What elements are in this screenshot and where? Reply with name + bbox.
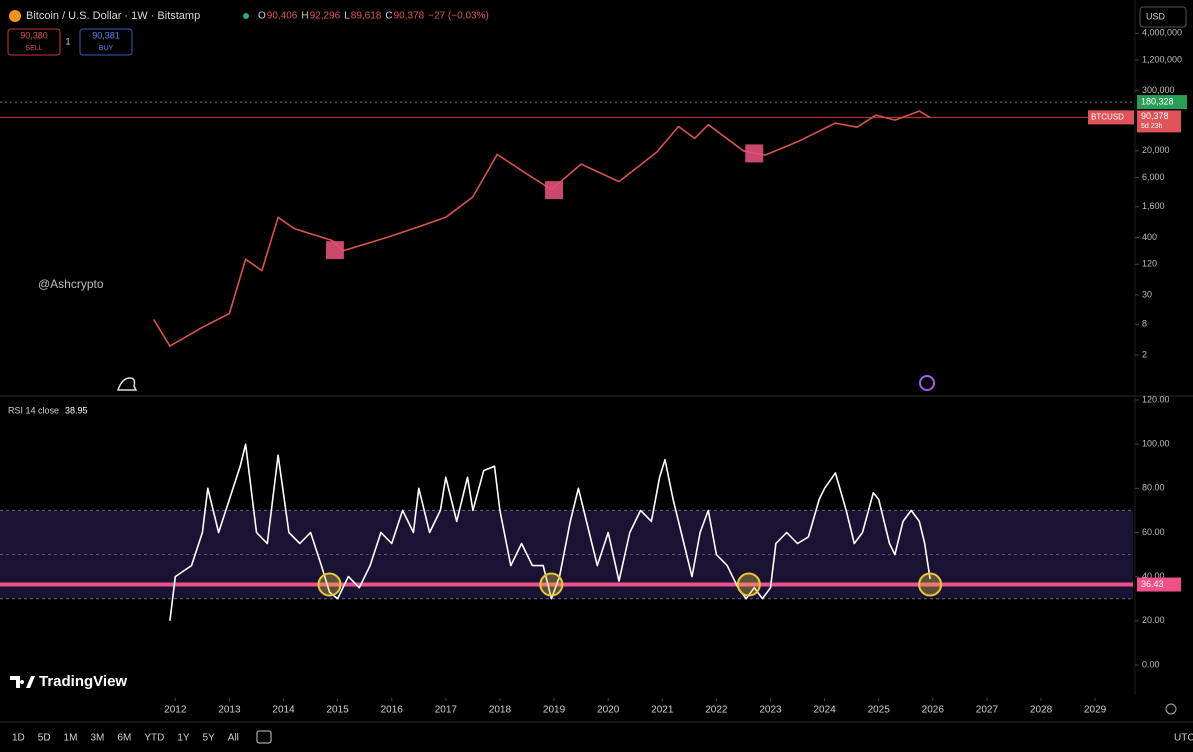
ohlc-value: 90,378 bbox=[394, 11, 425, 22]
x-tick-label: 2026 bbox=[922, 705, 945, 716]
countdown-label: 5d 23h bbox=[1141, 123, 1163, 130]
range-button[interactable]: 5Y bbox=[203, 733, 216, 744]
buy-button[interactable] bbox=[79, 28, 133, 56]
indicator-title: RSI 14 close bbox=[8, 405, 59, 415]
last-price-label: 90,378 bbox=[1141, 111, 1169, 121]
y-tick-label: 20.00 bbox=[1142, 615, 1165, 625]
x-tick-label: 2025 bbox=[868, 705, 891, 716]
logo-icon bbox=[10, 676, 35, 688]
y-tick-label: 80.00 bbox=[1142, 483, 1165, 493]
y-tick-label: 4,000,000 bbox=[1142, 28, 1182, 38]
range-button[interactable]: All bbox=[228, 733, 239, 744]
x-tick-label: 2023 bbox=[759, 705, 782, 716]
ohlc-key: O bbox=[258, 11, 266, 22]
y-tick-label: 120.00 bbox=[1142, 394, 1170, 404]
x-tick-label: 2019 bbox=[543, 705, 566, 716]
last-price-box bbox=[1137, 110, 1181, 133]
ohlc-key: C bbox=[385, 11, 392, 22]
support-label: 36.43 bbox=[1141, 579, 1164, 589]
symbol-label: BTCUSD bbox=[1091, 112, 1124, 121]
x-tick-label: 2029 bbox=[1084, 705, 1107, 716]
range-button[interactable]: 1D bbox=[12, 733, 25, 744]
x-tick-label: 2022 bbox=[705, 705, 728, 716]
x-tick-label: 2028 bbox=[1030, 705, 1053, 716]
y-tick-label: 1,600 bbox=[1142, 201, 1165, 211]
ohlc-value: 90,406 bbox=[267, 11, 298, 22]
x-tick-label: 2016 bbox=[381, 705, 404, 716]
y-tick-label: 6,000 bbox=[1142, 172, 1165, 182]
support-label-box bbox=[1137, 577, 1181, 592]
price-change: −27 (−0.03%) bbox=[428, 11, 489, 22]
indicator-value: 38.95 bbox=[65, 405, 88, 415]
y-tick-label: 30 bbox=[1142, 289, 1152, 299]
market-status bbox=[243, 13, 249, 19]
high-label-box bbox=[1137, 95, 1187, 110]
buy-price: 90,381 bbox=[92, 30, 120, 40]
range-button[interactable]: 6M bbox=[117, 733, 131, 744]
dino-icon bbox=[116, 377, 138, 391]
event-icon bbox=[919, 375, 935, 391]
logo: TradingView bbox=[39, 673, 127, 690]
ohlc-key: H bbox=[301, 11, 308, 22]
x-tick-label: 2012 bbox=[164, 705, 187, 716]
sell-button[interactable] bbox=[7, 28, 61, 56]
highlight-circle bbox=[317, 572, 342, 597]
y-tick-label: 1,200,000 bbox=[1142, 54, 1182, 64]
marker bbox=[745, 144, 764, 163]
y-tick-label: 8 bbox=[1142, 319, 1147, 329]
watermark: @Ashcrypto bbox=[38, 277, 104, 291]
x-tick-label: 2024 bbox=[813, 705, 836, 716]
settings-icon[interactable] bbox=[1165, 703, 1177, 715]
bitcoin-icon bbox=[9, 10, 21, 22]
marker bbox=[545, 181, 564, 200]
range-button[interactable]: 5D bbox=[38, 733, 51, 744]
sell-price: 90,380 bbox=[20, 30, 48, 40]
x-tick-label: 2018 bbox=[489, 705, 512, 716]
x-tick-label: 2017 bbox=[435, 705, 458, 716]
symbol-box bbox=[1088, 110, 1134, 125]
symbol-title: Bitcoin / U.S. Dollar · 1W · Bitstamp bbox=[26, 10, 200, 22]
range-button[interactable]: 1M bbox=[64, 733, 78, 744]
date-range-icon[interactable] bbox=[256, 730, 272, 744]
x-tick-label: 2015 bbox=[327, 705, 350, 716]
y-tick-label: 0.00 bbox=[1142, 659, 1160, 669]
marker bbox=[325, 241, 344, 260]
y-tick-label: 400 bbox=[1142, 232, 1157, 242]
highlight-circle bbox=[539, 572, 564, 597]
x-tick-label: 2021 bbox=[651, 705, 674, 716]
sell-label: SELL bbox=[25, 45, 42, 52]
currency: USD bbox=[1146, 11, 1166, 21]
timezone[interactable]: UTC bbox=[1174, 733, 1193, 744]
x-tick-label: 2027 bbox=[976, 705, 999, 716]
chart-layer: O 90,406 H 92,296 L 89,618 C 90,378 −27 (−0.03%)… bbox=[0, 11, 1193, 744]
high-label: 180,328 bbox=[1141, 96, 1174, 106]
x-tick-label: 2013 bbox=[218, 705, 241, 716]
spread: 1 bbox=[65, 36, 70, 46]
range-button[interactable]: YTD bbox=[144, 733, 164, 744]
y-tick-label: 100.00 bbox=[1142, 439, 1170, 449]
series-line bbox=[169, 443, 931, 621]
ohlc-value: 89,618 bbox=[351, 11, 382, 22]
highlight-circle bbox=[736, 572, 761, 597]
y-tick-label: 2 bbox=[1142, 349, 1147, 359]
y-tick-label: 60.00 bbox=[1142, 527, 1165, 537]
y-tick-label: 20,000 bbox=[1142, 145, 1170, 155]
ohlc-key: L bbox=[344, 11, 350, 22]
x-tick-label: 2014 bbox=[272, 705, 295, 716]
buy-label: BUY bbox=[99, 45, 114, 52]
y-tick-label: 40.00 bbox=[1142, 571, 1165, 581]
range-button[interactable]: 1Y bbox=[177, 733, 190, 744]
range-button[interactable]: 3M bbox=[91, 733, 105, 744]
currency-box[interactable] bbox=[1139, 6, 1187, 28]
x-tick-label: 2020 bbox=[597, 705, 620, 716]
y-tick-label: 120 bbox=[1142, 259, 1157, 269]
y-tick-label: 300,000 bbox=[1142, 85, 1175, 95]
highlight-circle bbox=[918, 572, 943, 597]
series-line bbox=[153, 110, 931, 347]
ohlc-value: 92,296 bbox=[310, 11, 341, 22]
